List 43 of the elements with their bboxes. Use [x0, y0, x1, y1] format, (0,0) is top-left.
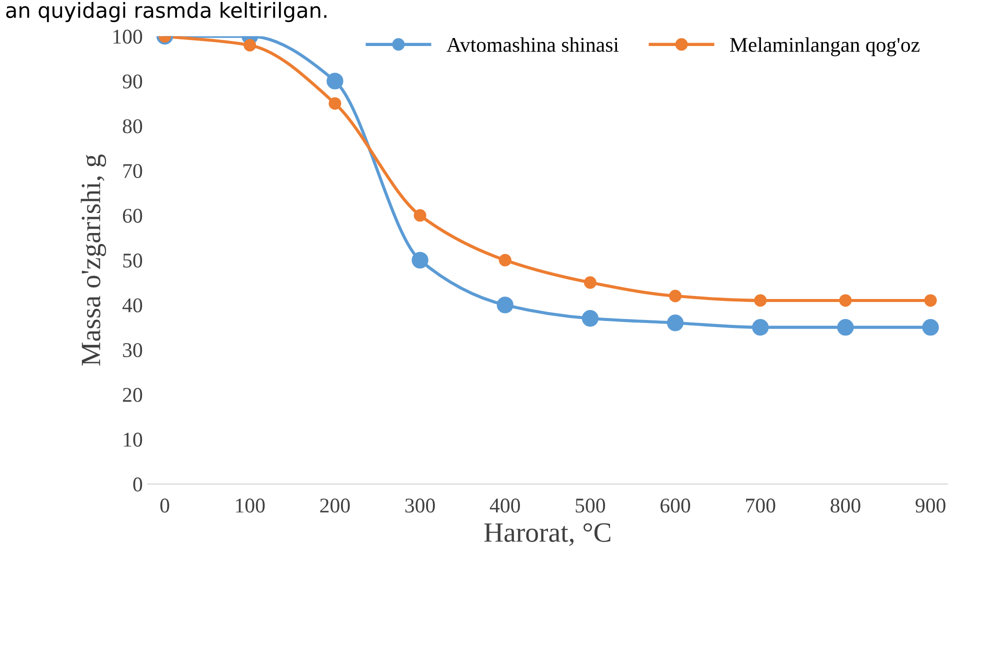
y-axis-title: Massa o'zgarishi, g	[80, 154, 106, 366]
point	[328, 97, 342, 110]
point	[752, 319, 769, 336]
y-tick-label: 10	[124, 432, 142, 447]
x-tick-label: 400	[490, 498, 520, 513]
x-tick-label: 0	[160, 498, 170, 513]
point	[412, 252, 428, 269]
y-tick-label: 0	[133, 477, 142, 492]
point	[666, 314, 684, 332]
point	[924, 294, 937, 307]
point	[414, 209, 426, 222]
point	[837, 319, 854, 336]
y-tick-label: 60	[122, 208, 142, 223]
y-tick-label: 100	[113, 30, 142, 44]
legend-label: Melaminlangan qog'oz	[730, 37, 920, 56]
point	[326, 72, 344, 90]
x-tick-label: 500	[576, 498, 606, 513]
y-tick-label: 80	[122, 119, 142, 134]
y-tick-label: 70	[123, 164, 142, 178]
point	[754, 294, 767, 307]
point	[584, 276, 596, 289]
x-tick-label: 600	[660, 498, 690, 513]
y-tick-label: 50	[123, 254, 142, 268]
y-tick-label: 40	[122, 298, 142, 312]
x-tick-label: 300	[405, 498, 435, 513]
y-tick-label: 90	[122, 74, 142, 88]
point	[922, 319, 939, 336]
point	[839, 294, 852, 307]
x-tick-label: 700	[746, 498, 776, 513]
x-tick-label: 200	[320, 498, 350, 513]
x-tick-label: 800	[830, 498, 860, 513]
x-axis-title: Harorat, °C	[484, 523, 610, 546]
y-tick-label: 30	[123, 343, 142, 358]
text: an quyidagi rasmda keltirilgan.	[6, 2, 326, 22]
point	[498, 254, 512, 266]
point	[669, 290, 682, 302]
legend-label: Avtomashina shinasi	[446, 37, 619, 52]
point	[244, 38, 256, 52]
x-tick-label: 100	[236, 498, 265, 513]
y-tick-label: 20	[122, 388, 142, 402]
point	[582, 310, 599, 327]
x-tick-label: 900	[916, 498, 946, 513]
point	[496, 296, 514, 314]
